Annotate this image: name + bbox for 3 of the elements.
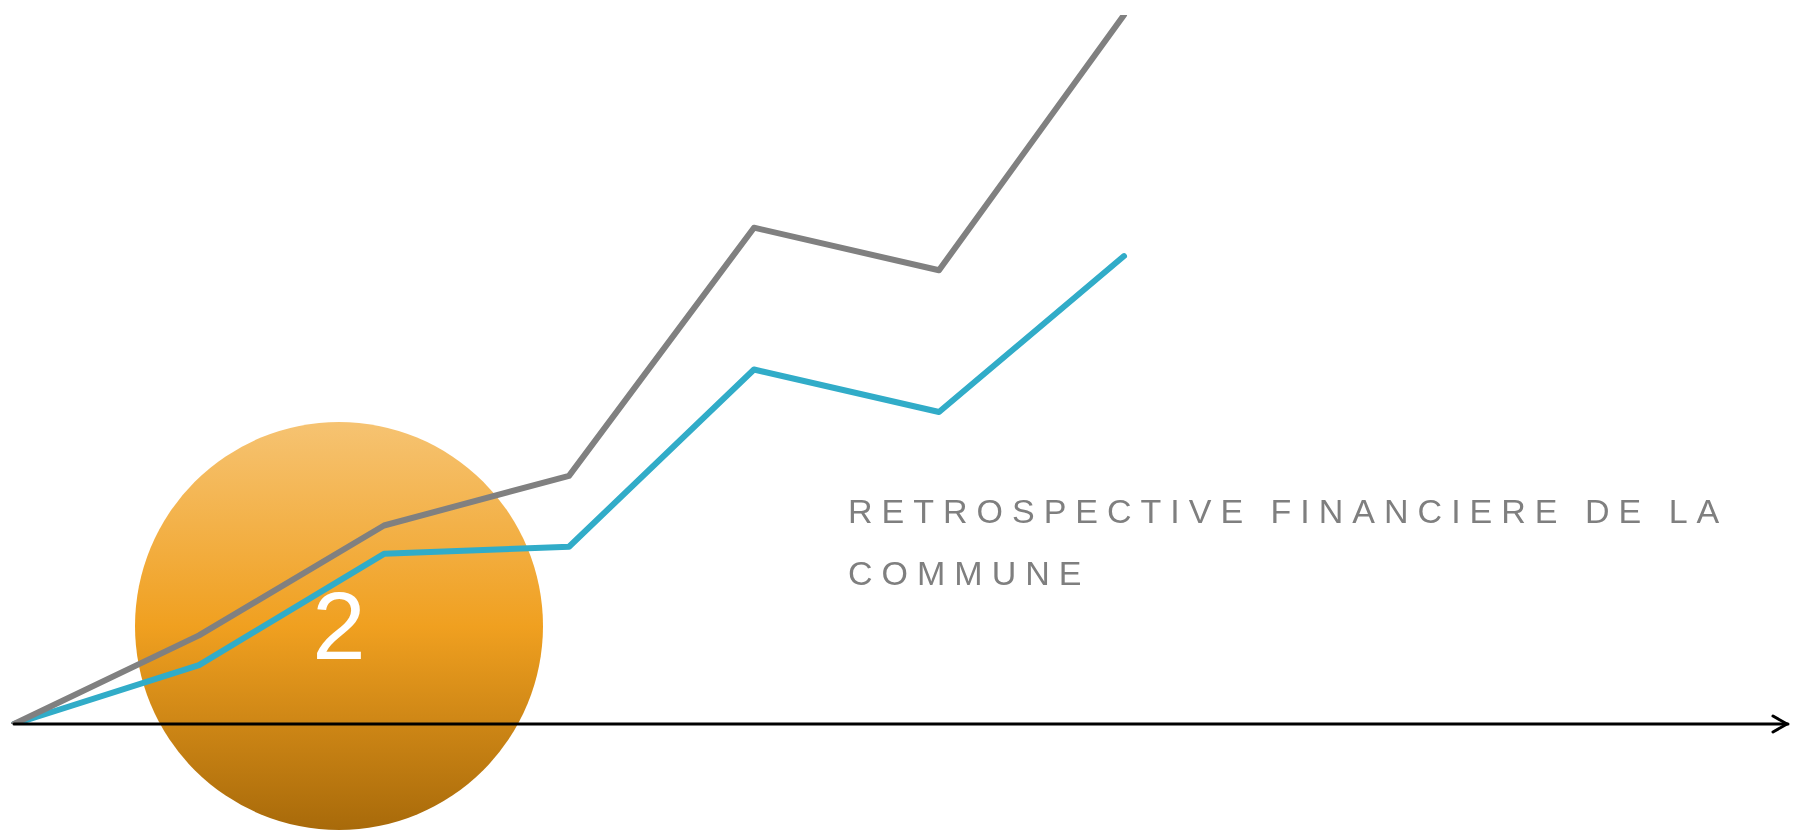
text: RETROSPECTIVE FINANCIERE DE LA COMMUNE [848, 491, 1728, 594]
annotation: 2 [312, 571, 366, 681]
circle-badge: 2 [135, 422, 543, 830]
